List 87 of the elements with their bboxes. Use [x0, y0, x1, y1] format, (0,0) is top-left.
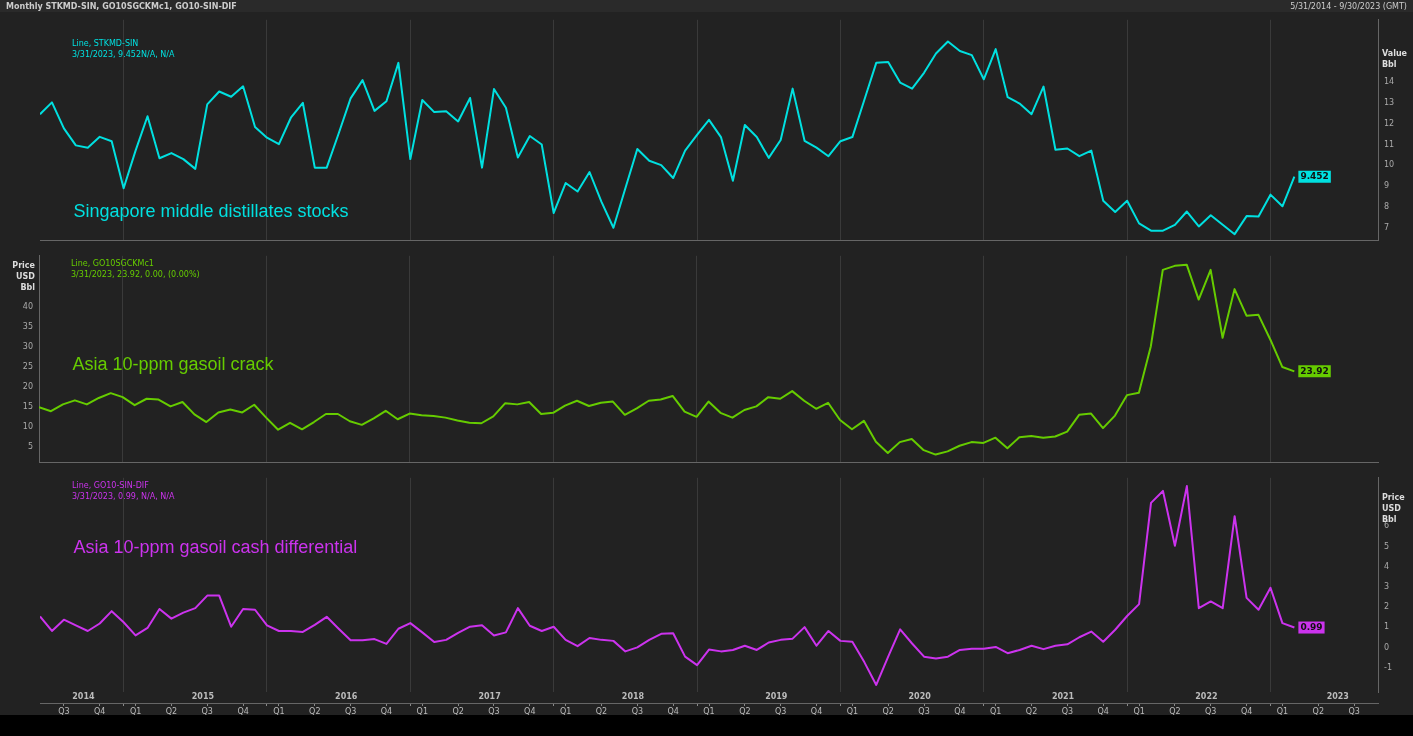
data-label: 23.92	[1300, 365, 1329, 376]
annotation: 3/31/2023, 23.92, 0.00, (0.00%)	[71, 269, 200, 279]
x2-tick-label: 2018	[621, 691, 645, 701]
annotation: Line, GO10SGCKMc1	[71, 258, 154, 268]
y-tick-label: 14	[1384, 77, 1395, 87]
x-tick-label: Q3	[1205, 706, 1217, 716]
x2-tick-label: 2019	[765, 691, 788, 701]
annotation: Line, GO10-SIN-DIF	[72, 480, 150, 490]
x-tick-label: Q3	[201, 706, 213, 716]
x-tick-label: Q1	[129, 706, 142, 716]
x-tick-label: Q1	[1276, 706, 1289, 716]
x-tick-label: Q3	[1348, 706, 1360, 716]
y-tick-label: 5	[1384, 541, 1390, 551]
y-tick-label: 3	[1384, 582, 1390, 591]
x-tick-label: Q4	[1097, 706, 1109, 716]
y-tick-label: 10	[1384, 160, 1395, 170]
x-tick-label: Q4	[380, 706, 393, 716]
x-tick-label: Q2	[165, 706, 178, 716]
y-tick-label: 11	[1384, 139, 1395, 149]
x2-tick-label: 2017	[478, 691, 501, 701]
x2-tick-label: 2015	[191, 691, 215, 701]
x2-tick-label: 2016	[335, 691, 358, 701]
y-tick-label: 20	[22, 382, 33, 392]
x-tick-label: Q3	[344, 706, 357, 716]
x-tick-label: Q2	[1025, 706, 1038, 716]
y-tick-label: 35	[22, 321, 33, 331]
data-label: 0.99	[1300, 621, 1323, 632]
x-tick-label: Q2	[452, 706, 464, 716]
x-tick-label: Q2	[882, 706, 894, 716]
text: Singapore middle distillates stocks	[73, 200, 349, 221]
x-tick-label: Q2	[739, 706, 751, 716]
x-tick-label: Q3	[774, 706, 787, 716]
y-tick-label: 25	[22, 362, 33, 372]
y-tick-label: -1	[1384, 662, 1392, 672]
y-tick-label: 0	[1384, 642, 1390, 652]
y-axis-title: Value Bbl	[1382, 48, 1408, 69]
x-tick-label: Q1	[846, 706, 859, 716]
y-tick-label: 15	[22, 402, 33, 412]
y-tick-label: 40	[22, 301, 33, 311]
x-tick-label: Q1	[559, 706, 572, 716]
chart-subtitle: 5/31/2014 - 9/30/2023 (GMT)	[1290, 1, 1407, 11]
annotation: Line, STKMD-SIN	[72, 38, 139, 48]
y-tick-label: 12	[1384, 118, 1395, 128]
x-tick-label: Q3	[488, 706, 500, 716]
x-tick-label: Q4	[524, 706, 536, 716]
annotation: 3/31/2023, 9.452N/A, N/A	[72, 49, 175, 59]
x-tick-label: Q3	[631, 706, 644, 716]
y-tick-label: 5	[27, 442, 33, 452]
y-tick-label: 2	[1384, 602, 1390, 612]
x-tick-label: Q4	[667, 706, 679, 716]
y-tick-label: 4	[1384, 561, 1390, 571]
y-axis-title: Price USD Bbl	[12, 260, 36, 292]
x-tick-label: Q1	[990, 706, 1002, 716]
y-tick-label: 30	[22, 342, 33, 352]
x-tick-label: Q1	[1133, 706, 1145, 716]
x-tick-label: Q4	[94, 706, 106, 716]
text: Asia 10-ppm gasoil cash differential	[73, 537, 358, 558]
x-tick-label: Q2	[1312, 706, 1324, 716]
y-tick-label: 8	[1384, 202, 1390, 212]
x-tick-label: Q3	[1061, 706, 1074, 716]
x-tick-label: Q4	[1240, 706, 1253, 716]
y-tick-label: 6	[1384, 521, 1390, 531]
x-tick-label: Q2	[309, 706, 321, 716]
series-label: Asia 10-ppm gasoil crack	[72, 354, 275, 375]
x2-tick-label: 2023	[1326, 691, 1349, 701]
y-tick-label: 9	[1384, 181, 1390, 191]
x2-tick-label: 2014	[72, 691, 95, 701]
x-tick-label: Q4	[954, 706, 966, 716]
y-tick-label: 13	[1384, 98, 1395, 108]
x-tick-label: Q2	[595, 706, 608, 716]
chart-title: Monthly STKMD-SIN, GO10SGCKMc1, GO10-SIN-DIF	[6, 1, 237, 11]
x-tick-label: Q3	[58, 706, 70, 716]
x-tick-label: Q3	[918, 706, 930, 716]
x-tick-label: Q2	[1169, 706, 1181, 716]
y-tick-label: 1	[1384, 622, 1390, 632]
x-tick-label: Q1	[273, 706, 285, 716]
y-tick-label: 7	[1384, 222, 1390, 232]
x-tick-label: Q4	[810, 706, 823, 716]
x-tick-label: Q1	[703, 706, 715, 716]
x-tick-label: Q1	[416, 706, 428, 716]
x2-tick-label: 2021	[1051, 691, 1075, 701]
x2-tick-label: 2022	[1195, 691, 1218, 701]
data-label: 9.452	[1300, 171, 1329, 182]
annotation: 3/31/2023, 0.99, N/A, N/A	[72, 491, 175, 501]
y-tick-label: 10	[22, 422, 33, 432]
x-tick-label: Q4	[237, 706, 249, 716]
x2-tick-label: 2020	[908, 691, 932, 701]
